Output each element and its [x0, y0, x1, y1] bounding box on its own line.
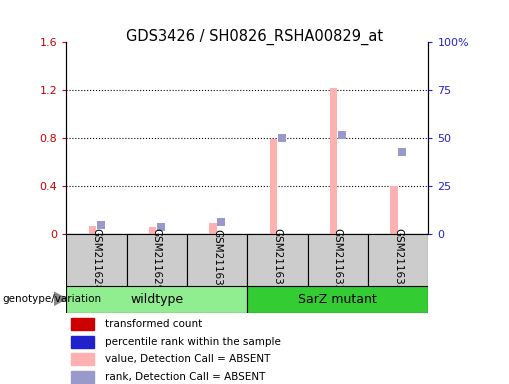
Point: [277, 135, 285, 141]
Text: wildtype: wildtype: [130, 293, 183, 306]
Text: GDS3426 / SH0826_RSHA00829_at: GDS3426 / SH0826_RSHA00829_at: [126, 29, 383, 45]
Bar: [247, 234, 307, 286]
Point: [337, 132, 346, 139]
Bar: [269, 139, 276, 234]
Text: GSM211633: GSM211633: [392, 228, 403, 292]
Polygon shape: [53, 292, 66, 306]
Bar: [66, 234, 126, 286]
Point: [96, 222, 104, 228]
Bar: [70, 318, 94, 330]
Bar: [329, 88, 336, 234]
Point: [157, 223, 165, 230]
Point: [398, 149, 406, 155]
Bar: [247, 286, 428, 313]
Bar: [66, 286, 247, 313]
Text: rank, Detection Call = ABSENT: rank, Detection Call = ABSENT: [105, 372, 265, 382]
Text: percentile rank within the sample: percentile rank within the sample: [105, 337, 280, 347]
Text: GSM211629: GSM211629: [152, 228, 161, 292]
Text: GSM211628: GSM211628: [91, 228, 101, 292]
Bar: [367, 234, 428, 286]
Bar: [70, 353, 94, 365]
Text: SarZ mutant: SarZ mutant: [298, 293, 377, 306]
Bar: [70, 336, 94, 348]
Bar: [70, 371, 94, 382]
Bar: [149, 227, 156, 234]
Bar: [89, 226, 96, 234]
Bar: [389, 186, 397, 234]
Text: GSM211631: GSM211631: [272, 228, 282, 292]
Bar: [187, 234, 247, 286]
Text: GSM211630: GSM211630: [212, 228, 222, 292]
Text: value, Detection Call = ABSENT: value, Detection Call = ABSENT: [105, 354, 270, 364]
Text: GSM211632: GSM211632: [332, 228, 342, 292]
Bar: [126, 234, 187, 286]
Bar: [209, 223, 216, 234]
Point: [217, 219, 225, 225]
Text: transformed count: transformed count: [105, 319, 202, 329]
Text: genotype/variation: genotype/variation: [3, 294, 101, 304]
Bar: [307, 234, 367, 286]
